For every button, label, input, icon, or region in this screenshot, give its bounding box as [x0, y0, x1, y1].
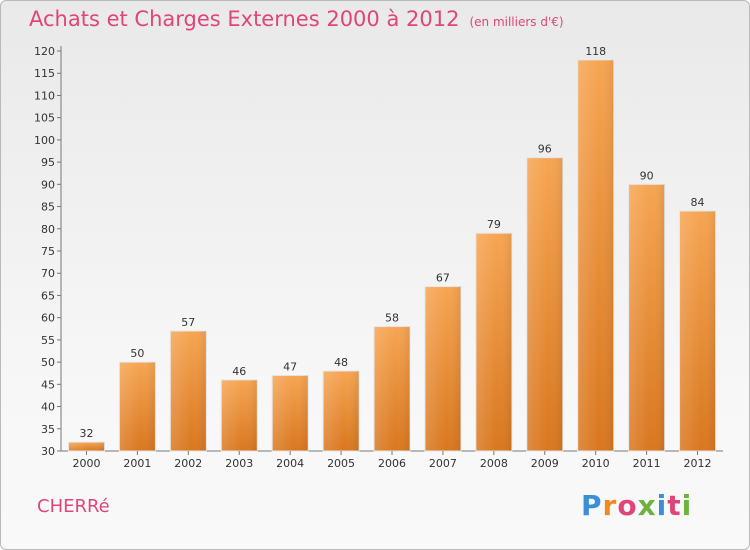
data-label: 90: [640, 169, 654, 182]
y-tick-label: 65: [41, 289, 55, 302]
bar-shade: [68, 442, 105, 451]
data-label: 32: [79, 427, 93, 440]
y-tick-label: 95: [41, 156, 55, 169]
y-tick-label: 40: [41, 401, 55, 414]
x-tick-label: 2009: [531, 457, 559, 470]
logo-letter: i: [681, 489, 693, 522]
bar-shade: [475, 233, 512, 451]
bar-shade: [272, 375, 309, 451]
y-tick-label: 45: [41, 378, 55, 391]
data-label: 57: [181, 316, 195, 329]
x-tick-label: 2007: [429, 457, 457, 470]
chart-unit: (en milliers d'€): [469, 15, 564, 29]
y-tick-label: 35: [41, 423, 55, 436]
data-label: 50: [130, 347, 144, 360]
x-tick-label: 2000: [72, 457, 100, 470]
chart-title: Achats et Charges Externes 2000 à 2012 (e…: [29, 7, 564, 31]
data-label: 58: [385, 312, 399, 325]
x-tick-label: 2002: [174, 457, 202, 470]
chart-title-text: Achats et Charges Externes 2000 à 2012: [29, 7, 460, 31]
logo-letter: P: [581, 489, 603, 522]
logo-letter: x: [637, 489, 657, 522]
x-tick-label: 2005: [327, 457, 355, 470]
x-tick-label: 2010: [582, 457, 610, 470]
logo-letter: o: [617, 489, 638, 522]
y-tick-label: 60: [41, 312, 55, 325]
bar-shade: [526, 157, 563, 451]
y-tick-label: 75: [41, 245, 55, 258]
logo-letter: t: [667, 489, 682, 522]
logo-letter: i: [656, 489, 668, 522]
y-tick-label: 110: [34, 89, 55, 102]
x-tick-label: 2001: [123, 457, 151, 470]
x-tick-label: 2006: [378, 457, 406, 470]
bar-shade: [119, 362, 156, 451]
y-tick-label: 30: [41, 445, 55, 458]
data-label: 79: [487, 218, 501, 231]
y-tick-label: 85: [41, 201, 55, 214]
bar-shade: [679, 211, 716, 451]
x-tick-label: 2004: [276, 457, 304, 470]
x-tick-label: 2003: [225, 457, 253, 470]
data-label: 47: [283, 360, 297, 373]
data-label: 48: [334, 356, 348, 369]
commune-name: CHERRé: [37, 496, 110, 517]
bar-shade: [628, 184, 665, 452]
data-label: 118: [585, 45, 606, 58]
data-label: 67: [436, 272, 450, 285]
data-label: 96: [538, 143, 552, 156]
bar-shade: [374, 326, 410, 451]
y-tick-label: 55: [41, 334, 55, 347]
y-tick-label: 90: [41, 178, 55, 191]
x-tick-label: 2012: [684, 457, 712, 470]
bar-shade: [170, 331, 207, 451]
data-label: 46: [232, 365, 246, 378]
y-tick-label: 80: [41, 223, 55, 236]
y-tick-label: 70: [41, 267, 55, 280]
y-tick-label: 50: [41, 356, 55, 369]
bar-shade: [577, 59, 614, 452]
logo-letter: r: [602, 489, 618, 522]
x-tick-label: 2008: [480, 457, 508, 470]
proxiti-logo: Proxiti: [581, 489, 692, 522]
bar-shade: [424, 286, 461, 451]
bar-shade: [221, 379, 258, 451]
x-tick-label: 2011: [633, 457, 661, 470]
bar-shade: [323, 371, 360, 451]
y-tick-label: 115: [34, 67, 55, 80]
data-label: 84: [691, 196, 705, 209]
y-tick-label: 100: [34, 134, 55, 147]
y-tick-label: 105: [34, 112, 55, 125]
y-tick-label: 120: [34, 45, 55, 58]
